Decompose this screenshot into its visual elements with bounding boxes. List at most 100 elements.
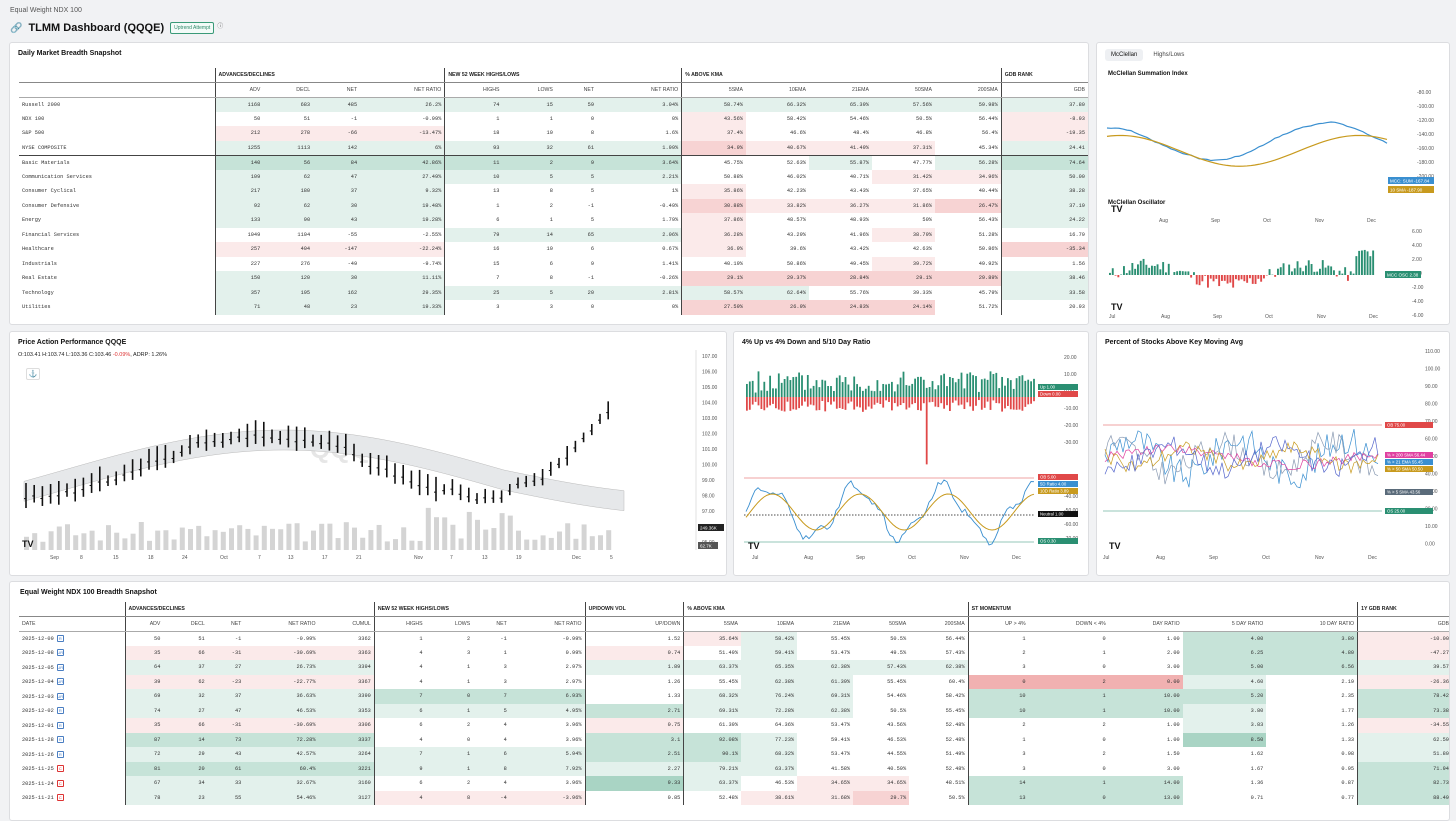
col-header[interactable]: ADV bbox=[125, 617, 163, 632]
col-header[interactable]: UP/DOWN bbox=[585, 617, 684, 632]
col-header[interactable]: NET RATIO bbox=[510, 617, 585, 632]
trend-tag[interactable]: R bbox=[57, 707, 64, 714]
col-header[interactable]: NET bbox=[208, 617, 245, 632]
col-header[interactable]: 10 DAY RATIO bbox=[1266, 617, 1357, 632]
col-header[interactable]: 50SMA bbox=[853, 617, 909, 632]
col-header[interactable]: DECL bbox=[163, 617, 207, 632]
table-cell: 3306 bbox=[319, 718, 375, 733]
tab-highs-lows[interactable]: Highs/Lows bbox=[1147, 49, 1190, 61]
col-header[interactable]: 10EMA bbox=[746, 83, 809, 98]
table-cell: 51.49% bbox=[909, 747, 968, 762]
col-header[interactable]: 200SMA bbox=[909, 617, 968, 632]
info-icon[interactable]: ⓘ bbox=[217, 21, 223, 30]
table-cell: 78 bbox=[125, 791, 163, 806]
osc-bar bbox=[1311, 264, 1313, 275]
trend-tag[interactable]: UR bbox=[57, 678, 64, 685]
col-header[interactable]: DATE bbox=[19, 617, 125, 632]
table-cell: 46.02% bbox=[746, 170, 809, 185]
col-header[interactable]: GDB bbox=[1001, 83, 1088, 98]
col-header[interactable]: HIGHS bbox=[374, 617, 425, 632]
col-header[interactable]: NET RATIO bbox=[360, 83, 445, 98]
col-header[interactable]: LOWS bbox=[426, 617, 474, 632]
table-cell: 52.48% bbox=[909, 762, 968, 777]
price-chart[interactable]: 107.00106.00105.00104.00103.00102.00101.… bbox=[10, 350, 727, 576]
updown-chart[interactable]: 20.0010.000.00-10.00-20.00-30.00-40.00-5… bbox=[734, 347, 1089, 576]
col-header[interactable]: 21EMA bbox=[797, 617, 853, 632]
col-header[interactable]: CUMUL bbox=[319, 617, 375, 632]
group-highs: NEW 52 WEEK HIGHS/LOWS bbox=[445, 68, 682, 83]
col-header[interactable]: 5SMA bbox=[682, 83, 746, 98]
col-header[interactable]: NET RATIO bbox=[597, 83, 682, 98]
trend-tag[interactable]: UR bbox=[57, 649, 64, 656]
down-bar bbox=[848, 397, 850, 403]
col-header[interactable]: GDB bbox=[1358, 617, 1450, 632]
osc-bar bbox=[1308, 260, 1310, 275]
col-header[interactable]: NET bbox=[556, 83, 597, 98]
breadcrumb[interactable]: Equal Weight NDX 100 bbox=[10, 7, 82, 14]
col-header[interactable]: DAY RATIO bbox=[1109, 617, 1183, 632]
col-header[interactable]: NET bbox=[313, 83, 360, 98]
trend-tag[interactable]: UR bbox=[57, 664, 64, 671]
summation-chart[interactable]: -80.00-100.00-120.00-140.00-160.00-180.0… bbox=[1097, 81, 1450, 231]
osc-bar bbox=[1232, 275, 1234, 288]
col-header[interactable]: LOWS bbox=[502, 83, 555, 98]
table-cell: 55.76% bbox=[809, 286, 872, 301]
trend-tag[interactable]: R bbox=[57, 736, 64, 743]
table-cell: 1 bbox=[426, 762, 474, 777]
col-header[interactable]: NET RATIO bbox=[244, 617, 318, 632]
table-cell: 2 bbox=[502, 155, 555, 170]
trend-tag[interactable]: R bbox=[57, 635, 64, 642]
col-header[interactable]: DOWN < 4% bbox=[1029, 617, 1109, 632]
trend-tag[interactable]: C bbox=[57, 765, 64, 772]
volume-bar bbox=[598, 535, 603, 550]
trend-tag[interactable]: UR bbox=[57, 693, 64, 700]
tab-mcclellan[interactable]: McClellan bbox=[1105, 49, 1143, 61]
col-header[interactable]: NET bbox=[473, 617, 510, 632]
trend-tag[interactable]: R bbox=[57, 722, 64, 729]
col-header[interactable]: UP > 4% bbox=[968, 617, 1028, 632]
col-header[interactable]: DECL bbox=[263, 83, 313, 98]
col-header[interactable]: ADV bbox=[215, 83, 263, 98]
col-header[interactable]: HIGHS bbox=[445, 83, 503, 98]
col-header[interactable]: 5 DAY RATIO bbox=[1183, 617, 1267, 632]
col-header[interactable]: 21EMA bbox=[809, 83, 872, 98]
trend-tag[interactable]: R bbox=[57, 751, 64, 758]
trend-tag[interactable]: C bbox=[57, 780, 64, 787]
table-cell: 3394 bbox=[319, 660, 375, 675]
col-header[interactable]: 50SMA bbox=[872, 83, 935, 98]
col-header[interactable]: 10EMA bbox=[741, 617, 797, 632]
pct-above-chart[interactable]: 110.00100.0090.0080.0070.0060.0050.0040.… bbox=[1097, 347, 1450, 576]
table-cell: -0.26% bbox=[597, 271, 682, 286]
col-header[interactable]: 200SMA bbox=[935, 83, 1001, 98]
trend-tag[interactable]: C bbox=[57, 794, 64, 801]
col-header[interactable]: 5SMA bbox=[684, 617, 741, 632]
